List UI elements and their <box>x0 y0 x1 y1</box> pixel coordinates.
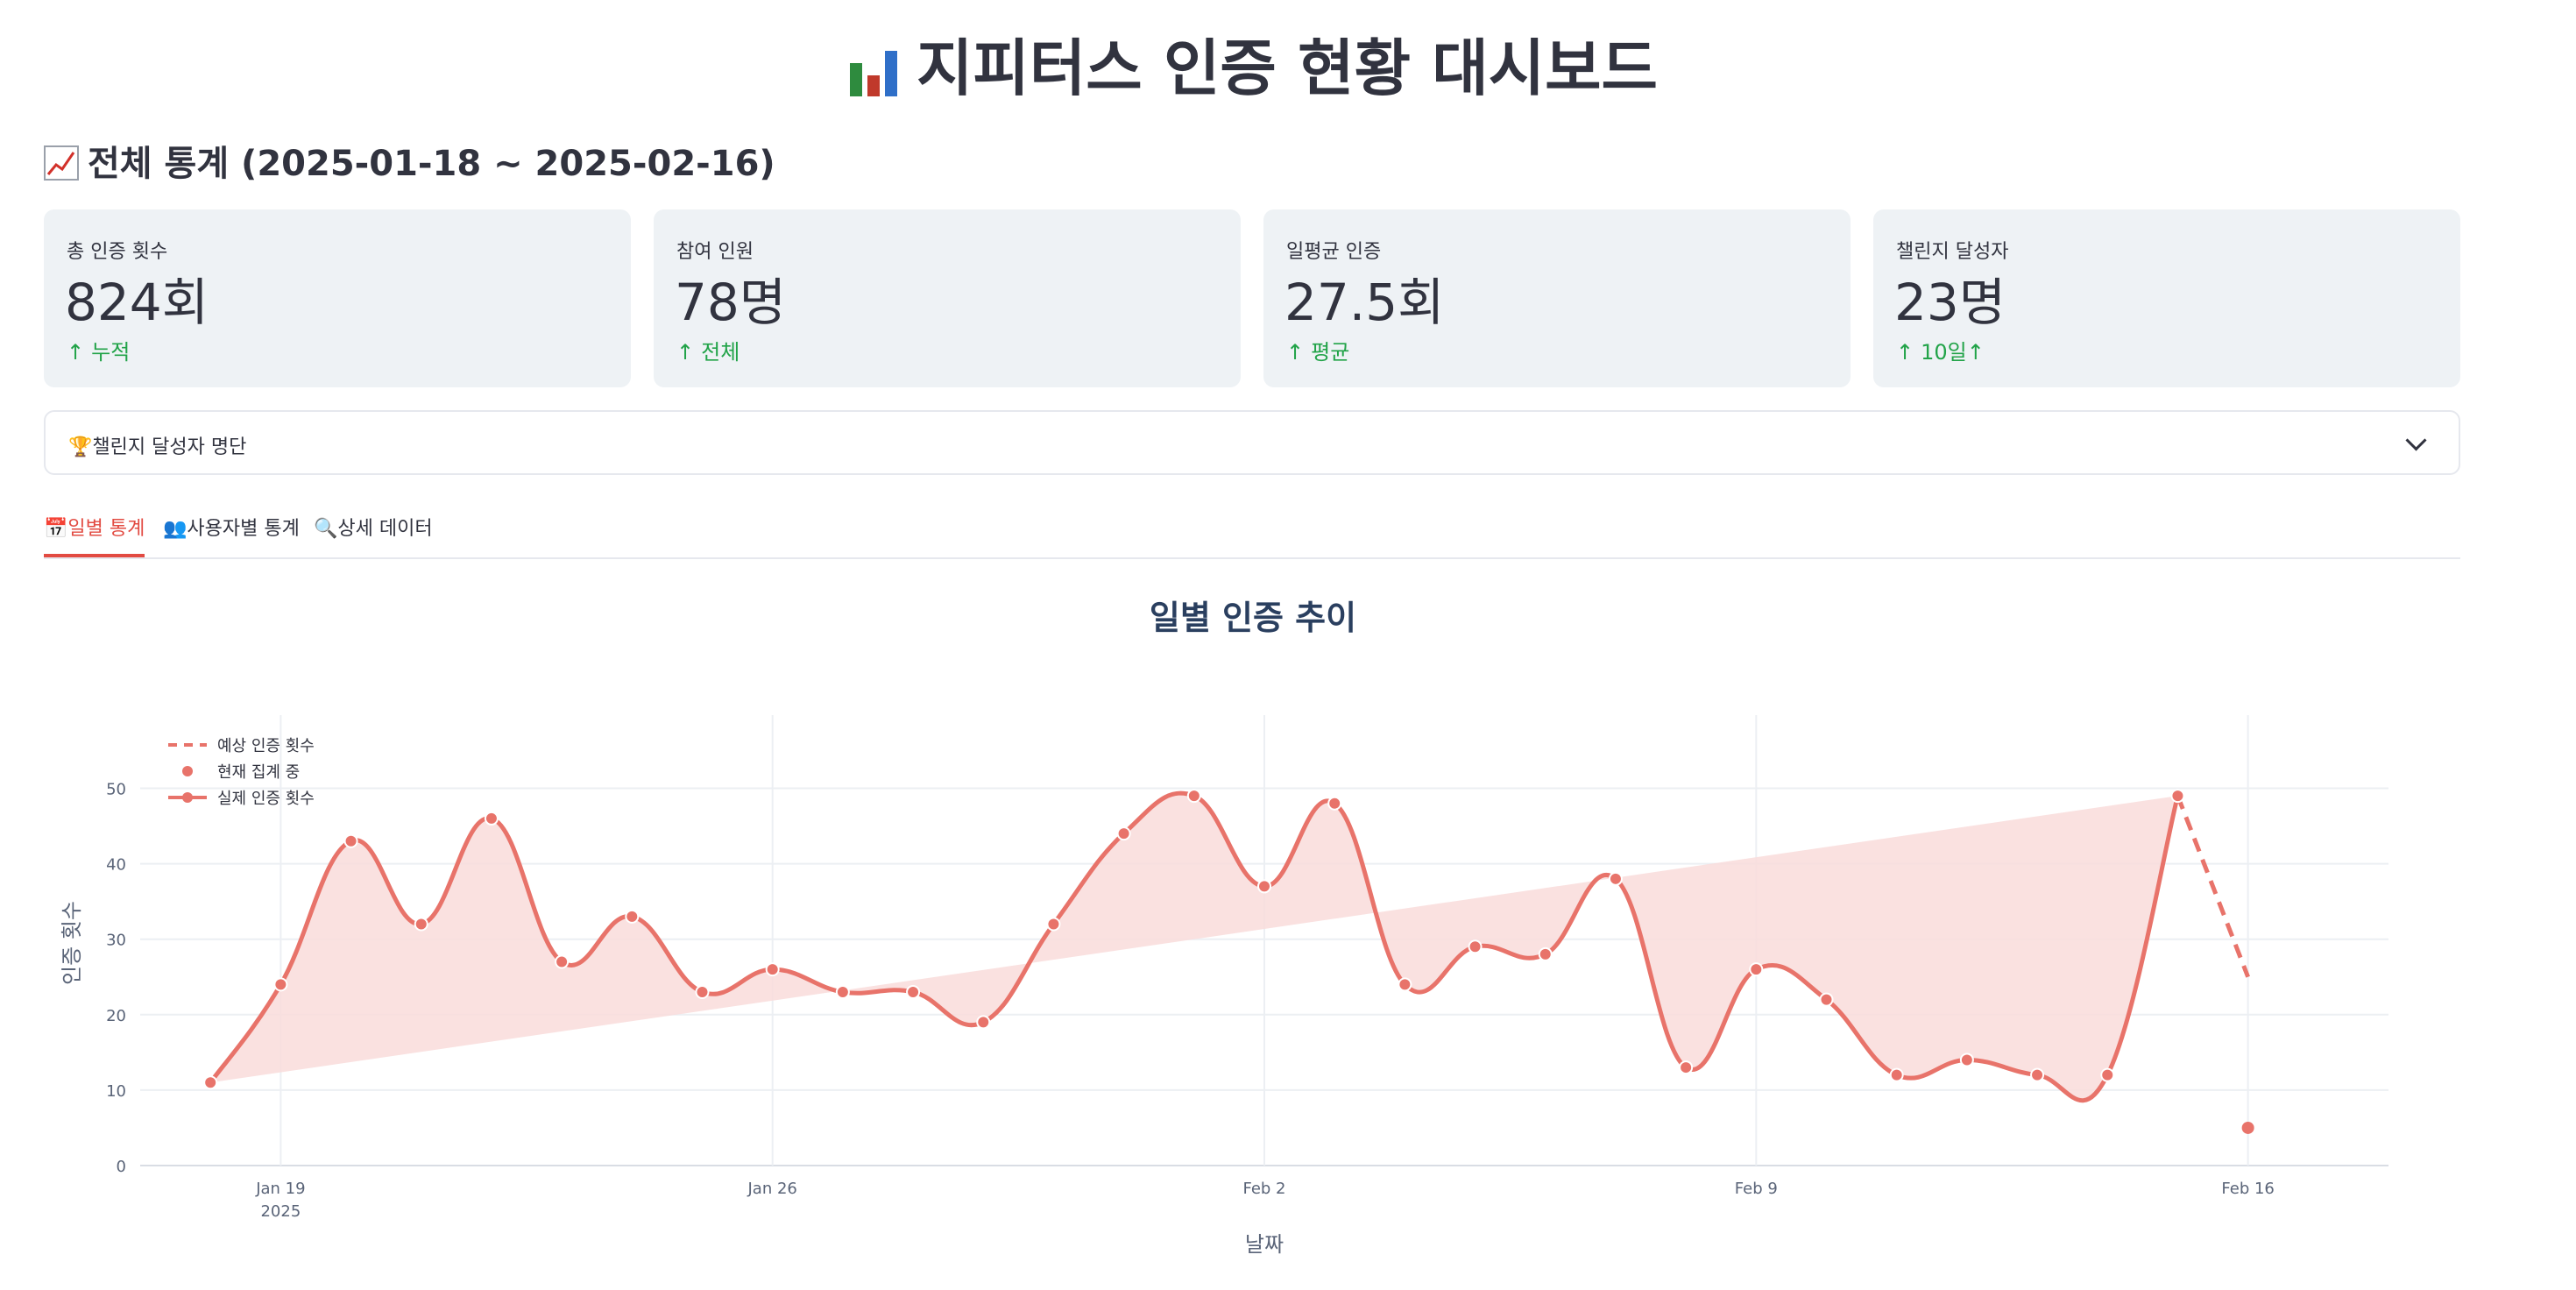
trending-chart-icon <box>44 145 79 181</box>
x-tick-label: Jan 26 <box>747 1180 797 1198</box>
data-point <box>765 962 780 977</box>
metric-value: 78명 <box>675 273 787 332</box>
legend-swatch-line-marker <box>182 792 193 803</box>
metric-value: 27.5회 <box>1284 273 1445 332</box>
data-point <box>976 1015 991 1030</box>
data-point <box>414 917 428 932</box>
metric-label: 일평균 인증 <box>1286 241 1382 263</box>
metric-delta: ↑ 전체 <box>676 340 740 365</box>
data-point <box>1959 1053 1974 1067</box>
series-line-actual <box>209 790 2180 1103</box>
page-title-text: 지피터스 인증 현황 대시보드 <box>916 32 1658 104</box>
data-point <box>2100 1067 2115 1082</box>
section-title: 전체 통계 (2025-01-18 ~ 2025-02-16) <box>44 136 775 192</box>
metric-card-participants: 참여 인원 78명 ↑ 전체 <box>654 209 1241 387</box>
daily-certification-chart: 일별 인증 추이 0 10 20 30 40 50 Jan 19 2025 Jan 26 Feb … <box>60 599 2388 1257</box>
data-point-current <box>2241 1121 2254 1134</box>
y-tick-label: 20 <box>106 1007 126 1025</box>
metric-card-total: 총 인증 횟수 824회 ↑ 누적 <box>44 209 631 387</box>
metric-delta: ↑ 누적 <box>67 340 131 365</box>
metric-value: 824회 <box>65 273 209 332</box>
x-tick-label: Feb 16 <box>2221 1180 2275 1198</box>
x-axis-title: 날짜 <box>1245 1232 1284 1257</box>
magnifier-icon: 🔍 <box>314 518 338 540</box>
y-tick-label: 30 <box>106 932 126 950</box>
tab-daily-stats[interactable]: 📅일별 통계 <box>44 514 145 557</box>
data-point <box>2030 1067 2045 1082</box>
data-point <box>555 954 570 969</box>
tab-bar: 📅일별 통계 👥사용자별 통계 🔍상세 데이터 <box>44 508 2460 559</box>
chevron-down-icon <box>2405 429 2427 451</box>
y-tick-label: 40 <box>106 856 126 875</box>
tab-user-stats[interactable]: 👥사용자별 통계 <box>163 518 300 540</box>
data-point <box>1468 939 1483 954</box>
metric-value: 23명 <box>1894 273 2006 332</box>
achievers-expander[interactable]: 🏆챌린지 달성자 명단 <box>44 410 2460 475</box>
series-line-predicted <box>2176 795 2250 978</box>
data-point <box>1608 871 1623 886</box>
data-point <box>1116 826 1131 841</box>
page-title: 지피터스 인증 현황 대시보드 <box>0 25 2506 112</box>
metric-delta: ↑ 평균 <box>1286 340 1350 365</box>
x-tick-label: Jan 19 <box>255 1180 305 1198</box>
data-point <box>835 984 850 999</box>
metric-label: 총 인증 횟수 <box>67 241 168 263</box>
x-tick-label: Feb 2 <box>1242 1180 1285 1198</box>
metric-card-achievers: 챌린지 달성자 23명 ↑ 10일↑ <box>1873 209 2460 387</box>
data-point <box>343 833 358 848</box>
data-point <box>203 1075 218 1090</box>
data-point <box>1398 977 1412 992</box>
data-point <box>625 909 640 924</box>
data-point <box>1819 992 1834 1007</box>
data-point <box>1679 1060 1694 1075</box>
y-tick-label: 50 <box>106 780 126 798</box>
trophy-icon: 🏆 <box>68 436 93 458</box>
data-point <box>1327 796 1342 811</box>
data-point <box>273 977 288 992</box>
x-tick-label: Feb 9 <box>1735 1180 1778 1198</box>
data-point <box>906 984 921 999</box>
legend-label: 현재 집계 중 <box>217 763 300 782</box>
legend-swatch-marker <box>182 766 193 776</box>
data-point <box>1186 789 1201 804</box>
metric-label: 챌린지 달성자 <box>1896 241 2009 263</box>
x-tick-sublabel: 2025 <box>260 1202 301 1221</box>
data-point <box>695 984 710 999</box>
arrow-up-icon: ↑ <box>676 340 695 365</box>
section-title-text: 전체 통계 (2025-01-18 ~ 2025-02-16) <box>88 144 775 184</box>
tab-detail-data[interactable]: 🔍상세 데이터 <box>314 518 433 540</box>
chart-title: 일별 인증 추이 <box>1150 599 1356 637</box>
legend-label: 예상 인증 횟수 <box>217 737 315 755</box>
data-point <box>1046 917 1061 932</box>
y-axis-title: 인증 횟수 <box>60 901 84 985</box>
arrow-up-icon: ↑ <box>1896 340 1914 365</box>
data-point <box>1257 879 1271 894</box>
metric-card-daily-average: 일평균 인증 27.5회 ↑ 평균 <box>1263 209 1851 387</box>
metric-delta: ↑ 10일↑ <box>1896 340 1985 365</box>
expander-label: 🏆챌린지 달성자 명단 <box>68 436 247 458</box>
legend-label: 실제 인증 횟수 <box>217 790 315 808</box>
data-point <box>2170 789 2185 804</box>
bar-chart-icon <box>848 40 901 96</box>
y-tick-label: 0 <box>117 1158 126 1176</box>
data-point <box>1538 946 1553 961</box>
calendar-icon: 📅 <box>44 518 68 540</box>
users-icon: 👥 <box>163 518 188 540</box>
metric-label: 참여 인원 <box>676 241 754 263</box>
data-point <box>1749 962 1764 977</box>
arrow-up-icon: ↑ <box>1286 340 1305 365</box>
arrow-up-icon: ↑ <box>67 340 85 365</box>
data-point <box>1889 1067 1904 1082</box>
series-fill-area <box>210 793 2178 1101</box>
data-point <box>484 811 499 826</box>
y-tick-label: 10 <box>106 1082 126 1101</box>
